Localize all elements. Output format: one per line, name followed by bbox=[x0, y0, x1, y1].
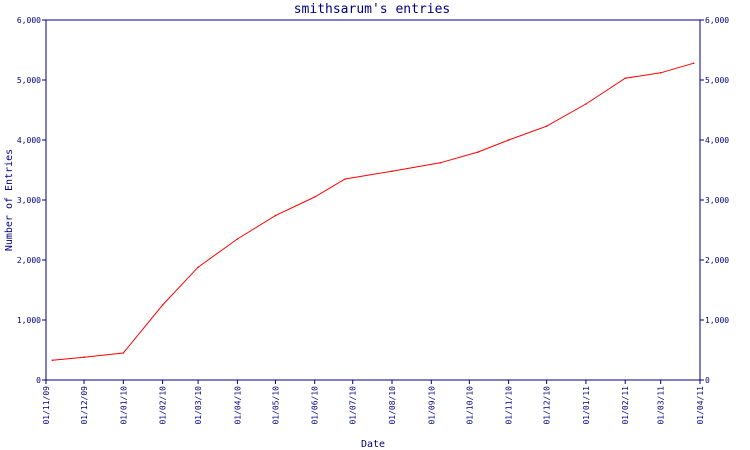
plot-area bbox=[45, 19, 701, 381]
data-point bbox=[545, 125, 548, 127]
x-tick-label: 01/11/10 bbox=[505, 386, 514, 425]
chart-title: smithsarum's entries bbox=[294, 2, 451, 17]
y-tick-label-right: 6,000 bbox=[705, 16, 729, 25]
y-tick-label-left: 5,000 bbox=[17, 76, 41, 85]
y-tick-label-right: 5,000 bbox=[705, 76, 729, 85]
x-tick-label: 01/09/10 bbox=[427, 386, 436, 425]
data-point bbox=[344, 178, 346, 180]
y-tick-label-left: 6,000 bbox=[17, 16, 41, 25]
data-point bbox=[122, 352, 125, 354]
x-tick-label: 01/12/09 bbox=[80, 386, 89, 425]
data-point bbox=[161, 304, 164, 306]
x-tick-label: 01/06/10 bbox=[311, 386, 320, 425]
x-tick-label: 01/01/10 bbox=[119, 386, 128, 425]
data-point bbox=[236, 238, 239, 240]
data-point bbox=[692, 62, 695, 64]
y-tick-label-right: 0 bbox=[705, 376, 710, 385]
data-point bbox=[197, 266, 199, 269]
x-tick-label: 01/02/10 bbox=[159, 386, 168, 425]
x-tick-label: 01/04/10 bbox=[233, 386, 242, 425]
data-point bbox=[313, 196, 316, 198]
y-tick-label-left: 3,000 bbox=[17, 196, 41, 205]
data-point bbox=[51, 359, 54, 362]
y-tick-label-left: 1,000 bbox=[17, 316, 41, 325]
entries-line bbox=[52, 62, 694, 361]
data-point bbox=[83, 356, 85, 359]
y-tick-label-left: 4,000 bbox=[17, 136, 41, 145]
y-tick-label-right: 3,000 bbox=[705, 196, 729, 205]
y-axis-label: Number of Entries bbox=[4, 149, 15, 251]
x-tick-label: 01/07/10 bbox=[349, 386, 358, 425]
data-point bbox=[585, 103, 587, 105]
data-point bbox=[659, 72, 662, 74]
y-tick-label-right: 2,000 bbox=[705, 256, 729, 265]
x-axis-label: Date bbox=[361, 439, 385, 450]
x-tick-label: 01/04/11 bbox=[696, 386, 705, 425]
x-tick-label: 01/08/10 bbox=[388, 386, 397, 425]
y-axis-right: 0 1,000 2,000 3,000 4,000 5,000 6,000 bbox=[700, 16, 729, 385]
x-tick-label: 01/05/10 bbox=[271, 386, 280, 425]
y-tick-label-left: 2,000 bbox=[17, 256, 41, 265]
x-tick-label: 01/01/11 bbox=[582, 386, 591, 425]
y-tick-label-right: 4,000 bbox=[705, 136, 729, 145]
x-tick-label: 01/11/09 bbox=[42, 386, 51, 425]
x-axis: 01/11/09 01/12/09 01/01/10 01/02/10 01/03/10… bbox=[42, 380, 705, 425]
data-point bbox=[624, 77, 627, 79]
x-tick-label: 01/03/11 bbox=[657, 386, 666, 425]
x-tick-label: 01/02/11 bbox=[621, 386, 630, 425]
data-point bbox=[274, 214, 277, 217]
series-group bbox=[51, 62, 695, 362]
x-tick-label: 01/03/10 bbox=[194, 386, 203, 425]
data-point bbox=[507, 139, 510, 141]
y-tick-label-right: 1,000 bbox=[705, 316, 729, 325]
data-point bbox=[477, 151, 479, 153]
x-tick-label: 01/10/10 bbox=[465, 386, 474, 425]
data-point bbox=[439, 162, 441, 164]
y-axis-left: 0 1,000 2,000 3,000 4,000 5,000 6,000 bbox=[17, 16, 46, 385]
data-point bbox=[391, 170, 393, 172]
x-tick-label: 01/12/10 bbox=[543, 386, 552, 425]
y-tick-label-left: 0 bbox=[36, 376, 41, 385]
